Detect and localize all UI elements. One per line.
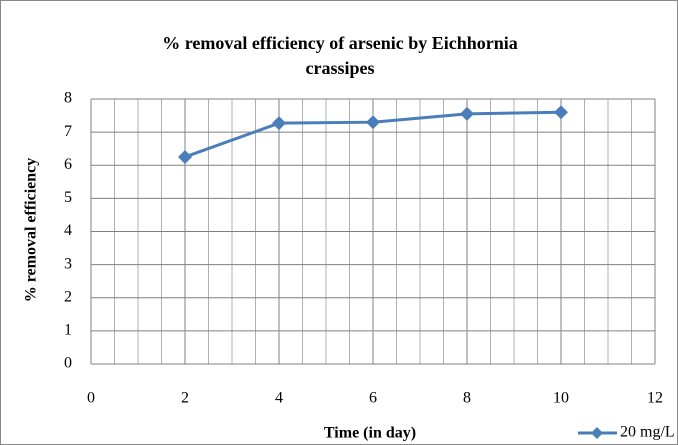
y-tick-label: 0 [64,355,72,372]
data-point [272,116,286,131]
y-tick-label: 8 [64,90,72,107]
y-tick-label: 6 [64,156,72,173]
y-tick-label: 7 [64,123,72,140]
x-tick-label: 10 [553,390,569,407]
y-tick-label: 5 [64,189,72,206]
x-tick-label: 12 [647,390,663,407]
y-tick-label: 4 [64,222,72,239]
y-axis-label: % removal efficiency [23,158,40,303]
y-tick-label: 2 [64,288,72,305]
data-point [366,115,380,130]
data-point [554,105,568,120]
x-tick-label: 8 [463,390,471,407]
x-tick-label: 4 [275,390,283,407]
x-tick-label: 6 [369,390,377,407]
y-tick-label: 3 [64,255,72,272]
data-point [178,149,192,164]
legend-marker [591,427,603,439]
legend-label: 20 mg/L [620,424,675,441]
x-axis-label: Time (in day) [324,425,416,442]
y-tick-label: 1 [64,322,72,339]
x-tick-label: 0 [87,390,95,407]
data-point [460,106,474,121]
chart-title: % removal efficiency of arsenic by Eichh… [162,33,518,78]
x-tick-label: 2 [181,390,189,407]
